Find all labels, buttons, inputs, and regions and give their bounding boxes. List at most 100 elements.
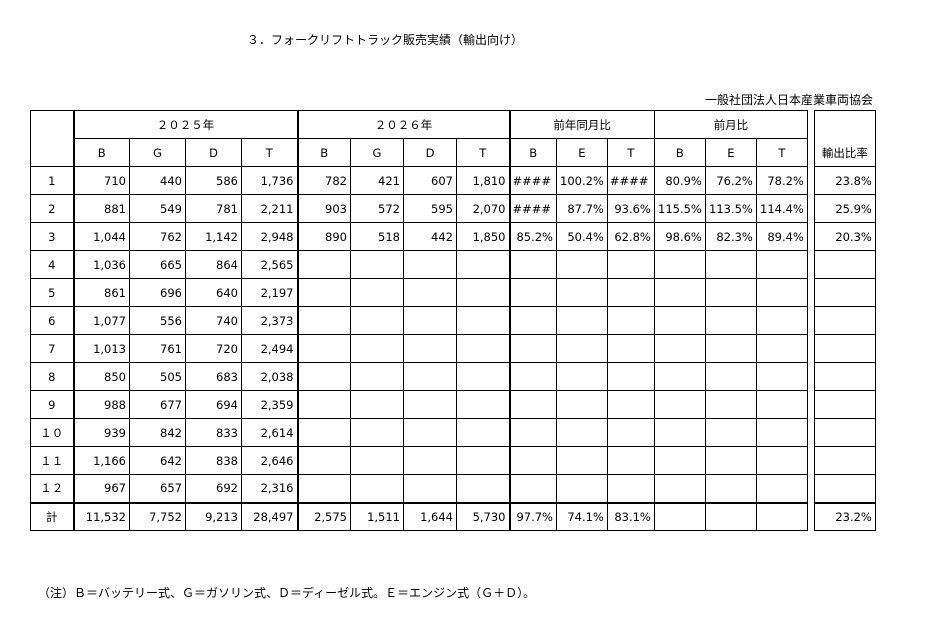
cell: 572 <box>350 194 404 223</box>
cell <box>606 250 655 279</box>
cell: 2,211 <box>241 194 298 223</box>
cell: 25.9% <box>813 194 876 223</box>
cell <box>296 446 351 475</box>
spacer <box>807 391 814 419</box>
cell <box>556 418 608 447</box>
table-row: 8 850 505 683 2,038 <box>30 362 876 391</box>
cell <box>653 474 706 503</box>
cell: 89.4% <box>755 222 808 251</box>
cell: 1,644 <box>403 501 457 531</box>
cell <box>653 501 706 531</box>
cell <box>556 362 608 391</box>
cell <box>508 278 557 307</box>
cell: 595 <box>403 194 457 223</box>
cell <box>456 306 510 335</box>
cell: 440 <box>129 166 186 195</box>
cell <box>456 474 510 503</box>
cell: 2,038 <box>241 362 298 391</box>
cell: 607 <box>403 166 457 195</box>
cell <box>350 390 404 419</box>
cell <box>508 418 557 447</box>
cell: 1,511 <box>350 501 404 531</box>
cell <box>704 250 757 279</box>
cell <box>755 278 808 307</box>
cell: 2,316 <box>241 474 298 503</box>
cell: 23.8% <box>813 166 876 195</box>
cell: 11,532 <box>72 501 130 531</box>
cell <box>653 362 706 391</box>
sub-header: T <box>456 138 510 167</box>
cell: 74.1% <box>556 501 608 531</box>
cell: 2,948 <box>241 222 298 251</box>
row-label: 9 <box>30 390 74 419</box>
sub-header: T <box>755 138 808 167</box>
cell <box>456 334 510 363</box>
cell <box>755 446 808 475</box>
cell: 586 <box>185 166 242 195</box>
cell <box>456 446 510 475</box>
cell: 740 <box>185 306 242 335</box>
cell: 677 <box>129 390 186 419</box>
cell: 710 <box>72 166 130 195</box>
spacer <box>807 279 814 307</box>
cell <box>556 446 608 475</box>
spacer <box>807 419 814 447</box>
cell <box>296 474 351 503</box>
cell <box>755 418 808 447</box>
cell <box>606 390 655 419</box>
cell: #### <box>508 166 557 195</box>
cell <box>403 446 457 475</box>
cell: 861 <box>72 278 130 307</box>
cell <box>350 474 404 503</box>
cell: 82.3% <box>704 222 757 251</box>
cell: 115.5% <box>653 194 706 223</box>
cell <box>813 362 876 391</box>
table-row: 2 881 549 781 2,211 903 572 595 2,070 #### 87.7% 93… <box>30 194 876 223</box>
cell: 5,730 <box>456 501 510 531</box>
cell: 7,752 <box>129 501 186 531</box>
table-row: 1 710 440 586 1,736 782 421 607 1,810 #### 100.2% #… <box>30 166 876 195</box>
cell: 838 <box>185 446 242 475</box>
spacer <box>807 223 814 251</box>
cell <box>653 306 706 335</box>
table-row: 9 988 677 694 2,359 <box>30 390 876 419</box>
cell: 1,036 <box>72 250 130 279</box>
cell <box>556 390 608 419</box>
cell: 28,497 <box>241 501 298 531</box>
cell: 864 <box>185 250 242 279</box>
cell: 683 <box>185 362 242 391</box>
cell <box>456 418 510 447</box>
cell <box>456 278 510 307</box>
cell: 93.6% <box>606 194 655 223</box>
group-header: ２０２６年 <box>296 110 510 139</box>
cell <box>350 278 404 307</box>
group-header: ２０２５年 <box>72 110 298 139</box>
title: ３．フォークリフトトラック販売実績（輸出向け） <box>246 33 523 47</box>
cell <box>350 306 404 335</box>
cell <box>755 250 808 279</box>
cell <box>403 334 457 363</box>
row-label: １１ <box>30 446 74 475</box>
cell <box>813 474 876 503</box>
row-label: 8 <box>30 362 74 391</box>
cell <box>508 334 557 363</box>
sub-header: B <box>508 138 557 167</box>
spacer <box>807 475 814 503</box>
cell <box>704 418 757 447</box>
cell: 2,614 <box>241 418 298 447</box>
table-row: ２０２５年 ２０２６年 前年同月比 前月比 輸出比率 <box>30 110 876 167</box>
table-row: １２ 967 657 692 2,316 <box>30 474 876 503</box>
row-label: 計 <box>30 501 74 531</box>
cell <box>508 390 557 419</box>
cell <box>556 278 608 307</box>
cell <box>653 250 706 279</box>
group-header: 前月比 <box>653 110 808 139</box>
cell <box>456 250 510 279</box>
cell: 9,213 <box>185 501 242 531</box>
table-row: 7 1,013 761 720 2,494 <box>30 334 876 363</box>
cell <box>403 474 457 503</box>
table-row: 3 1,044 762 1,142 2,948 890 518 442 1,850 85.2% 50… <box>30 222 876 251</box>
cell <box>704 334 757 363</box>
cell <box>653 418 706 447</box>
table-row: 計 11,532 7,752 9,213 28,497 2,575 1,511 1,644 5,… <box>30 501 876 531</box>
